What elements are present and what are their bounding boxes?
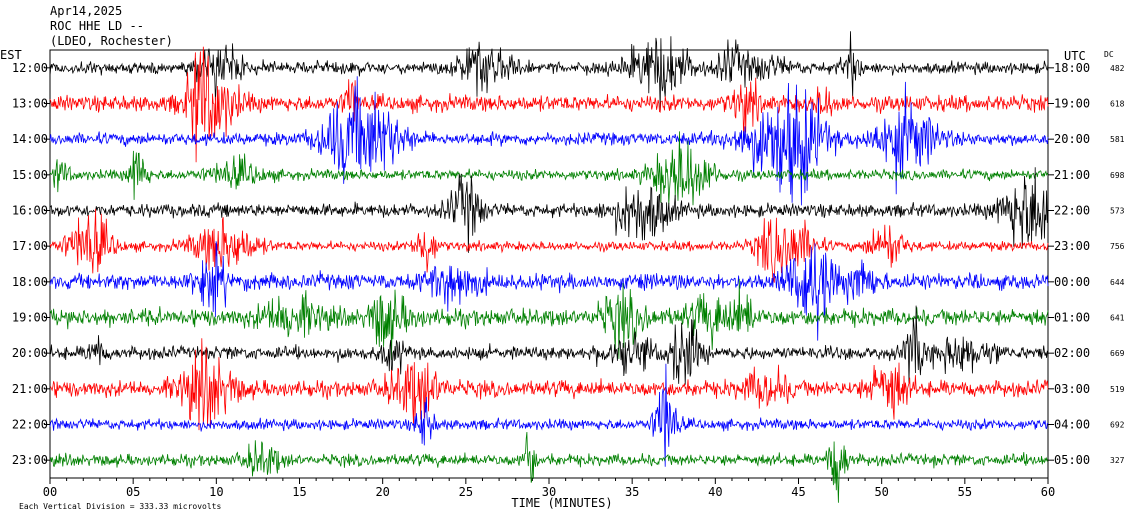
est-axis-label: EST xyxy=(0,48,22,62)
est-hour-label: 13:00 xyxy=(12,97,48,111)
est-hour-label: 23:00 xyxy=(12,453,48,467)
est-hour-label: 21:00 xyxy=(12,382,48,396)
trace-3 xyxy=(49,76,1049,206)
x-tick-label: 35 xyxy=(625,485,639,499)
utc-hour-label: 19:00 xyxy=(1054,97,1090,111)
est-hour-label: 15:00 xyxy=(12,168,48,182)
x-tick-label: 15 xyxy=(292,485,306,499)
utc-hour-label: 22:00 xyxy=(1054,204,1090,218)
utc-hour-label: 04:00 xyxy=(1054,418,1090,432)
est-hour-label: 19:00 xyxy=(12,311,48,325)
utc-hour-label: 03:00 xyxy=(1054,382,1090,396)
dc-value-label: 581 xyxy=(1110,135,1125,144)
utc-hour-label: 01:00 xyxy=(1054,311,1090,325)
utc-hour-label: 18:00 xyxy=(1054,61,1090,75)
x-tick-label: 25 xyxy=(459,485,473,499)
trace-5 xyxy=(49,167,1049,253)
est-hour-label: 17:00 xyxy=(12,239,48,253)
scale-note: Each Vertical Division = 333.33 microvol… xyxy=(19,502,221,511)
est-hour-label: 12:00 xyxy=(12,61,48,75)
dc-value-label: 641 xyxy=(1110,314,1125,323)
est-hour-label: 18:00 xyxy=(12,275,48,289)
x-tick-label: 55 xyxy=(958,485,972,499)
trace-8 xyxy=(49,278,1049,360)
utc-hour-label: 02:00 xyxy=(1054,346,1090,360)
dc-value-label: 482 xyxy=(1110,64,1125,73)
dc-value-label: 573 xyxy=(1110,207,1125,216)
dc-value-label: 698 xyxy=(1110,171,1125,180)
dc-column-label: DC xyxy=(1104,50,1114,59)
est-hour-label: 14:00 xyxy=(12,132,48,146)
date-label: Apr14,2025 xyxy=(50,4,123,18)
trace-11 xyxy=(49,363,1049,467)
station-label: ROC HHE LD -- xyxy=(50,19,144,33)
dc-value-label: 618 xyxy=(1110,100,1125,109)
x-tick-label: 20 xyxy=(375,485,389,499)
trace-10 xyxy=(49,338,1049,431)
trace-1 xyxy=(49,31,1049,111)
network-label: (LDEO, Rochester) xyxy=(50,34,173,48)
x-tick-label: 45 xyxy=(791,485,805,499)
trace-4 xyxy=(49,131,1049,206)
trace-2 xyxy=(49,46,1049,163)
utc-hour-label: 00:00 xyxy=(1054,275,1090,289)
dc-value-label: 669 xyxy=(1110,349,1125,358)
trace-9 xyxy=(49,305,1049,385)
x-tick-label: 60 xyxy=(1041,485,1055,499)
x-tick-label: 40 xyxy=(708,485,722,499)
trace-6 xyxy=(49,208,1049,283)
x-axis-title: TIME (MINUTES) xyxy=(511,496,612,510)
utc-hour-label: 05:00 xyxy=(1054,453,1090,467)
x-tick-label: 00 xyxy=(43,485,57,499)
x-tick-label: 30 xyxy=(542,485,556,499)
dc-value-label: 756 xyxy=(1110,242,1125,251)
utc-hour-label: 23:00 xyxy=(1054,239,1090,253)
trace-12 xyxy=(49,431,1049,503)
utc-hour-label: 21:00 xyxy=(1054,168,1090,182)
utc-hour-label: 20:00 xyxy=(1054,132,1090,146)
utc-axis-label: UTC xyxy=(1064,49,1086,63)
dc-value-label: 327 xyxy=(1110,456,1125,465)
dc-value-label: 692 xyxy=(1110,421,1125,430)
x-tick-label: 10 xyxy=(209,485,223,499)
x-tick-label: 05 xyxy=(126,485,140,499)
est-hour-label: 20:00 xyxy=(12,346,48,360)
est-hour-label: 22:00 xyxy=(12,418,48,432)
dc-value-label: 644 xyxy=(1110,278,1125,287)
plot-frame xyxy=(49,49,1049,479)
dc-value-label: 519 xyxy=(1110,385,1125,394)
x-tick-label: 50 xyxy=(874,485,888,499)
trace-7 xyxy=(49,241,1049,341)
est-hour-label: 16:00 xyxy=(12,204,48,218)
